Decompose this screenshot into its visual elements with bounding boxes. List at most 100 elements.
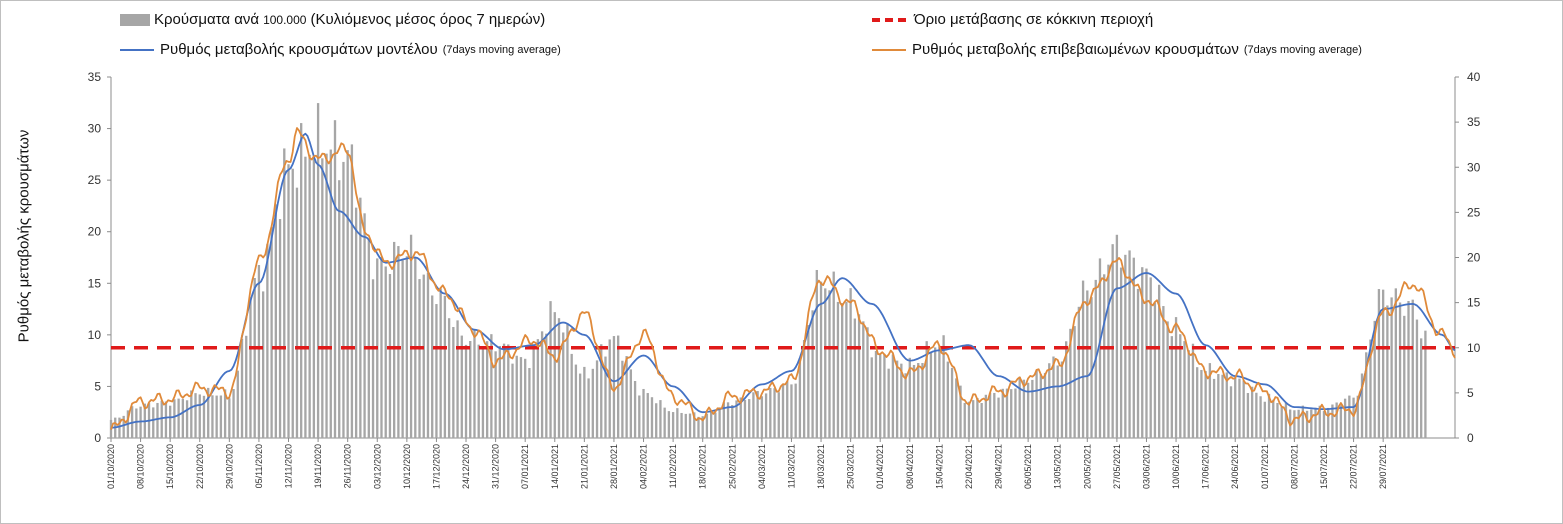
case-bar xyxy=(798,357,802,438)
case-bar xyxy=(667,411,671,438)
case-bar xyxy=(612,336,616,438)
case-bar xyxy=(638,395,641,438)
case-bar xyxy=(1014,388,1017,438)
case-bar xyxy=(371,279,375,438)
case-bar xyxy=(731,405,734,438)
case-bar xyxy=(1221,374,1224,438)
y-right-tick-label: 5 xyxy=(1467,386,1474,400)
case-bar xyxy=(1314,407,1317,438)
case-bar xyxy=(515,355,518,438)
case-bar xyxy=(1166,321,1169,438)
case-bar xyxy=(202,395,206,438)
case-bar xyxy=(245,335,248,438)
case-bar xyxy=(950,367,954,438)
case-bar xyxy=(304,156,307,438)
case-bar xyxy=(726,402,730,438)
case-bar xyxy=(1259,396,1262,438)
case-bar xyxy=(519,357,523,438)
case-bar xyxy=(997,397,1000,438)
case-bar xyxy=(540,331,544,438)
case-bar xyxy=(963,402,966,438)
case-bar xyxy=(1196,367,1199,438)
legend-model-swatch xyxy=(120,48,154,51)
case-bar xyxy=(1056,365,1059,438)
case-bar xyxy=(1381,289,1385,438)
case-bar xyxy=(469,340,472,438)
legend-confirmed: Ρυθμός μεταβολής επιβεβαιωμένων κρουσμάτ… xyxy=(872,41,1362,58)
confirmed-rate-line xyxy=(110,127,1456,430)
case-bar xyxy=(426,272,430,438)
case-bar xyxy=(397,246,400,438)
case-bar xyxy=(287,164,290,438)
case-bar xyxy=(972,400,975,438)
case-bar xyxy=(1077,306,1081,438)
x-tick-label: 03/06/2021 xyxy=(1141,444,1151,489)
x-tick-label: 29/07/2021 xyxy=(1378,444,1388,489)
case-bar xyxy=(663,407,666,438)
case-bar xyxy=(418,279,421,438)
case-bar xyxy=(169,405,172,438)
x-tick-label: 18/03/2021 xyxy=(816,444,826,489)
case-bar xyxy=(270,227,273,438)
x-tick-label: 14/01/2021 xyxy=(550,444,560,489)
case-bar xyxy=(887,368,890,438)
case-bar xyxy=(671,412,675,438)
case-bar xyxy=(781,384,785,438)
case-bar xyxy=(1048,363,1051,438)
case-bar xyxy=(1284,403,1288,438)
case-bar xyxy=(722,402,725,438)
case-bar xyxy=(1293,410,1296,438)
case-bar xyxy=(811,310,814,438)
x-tick-label: 15/04/2021 xyxy=(934,444,944,489)
case-bar xyxy=(1407,301,1410,438)
case-bar xyxy=(1310,409,1313,438)
case-bar xyxy=(528,368,531,438)
case-bar xyxy=(777,392,780,438)
x-tick-label: 22/07/2021 xyxy=(1349,444,1359,489)
legend-confirmed-label: Ρυθμός μεταβολής επιβεβαιωμένων κρουσμάτ… xyxy=(912,41,1239,58)
legend-cases-rest: (Κυλιόμενος μέσος όρος 7 ημερών) xyxy=(310,11,546,28)
case-bar xyxy=(185,400,189,438)
case-bar xyxy=(904,373,907,438)
y-right-tick-label: 15 xyxy=(1467,296,1481,310)
y-left-tick-label: 5 xyxy=(94,379,101,393)
case-bar xyxy=(312,157,316,438)
case-bar xyxy=(181,398,185,438)
x-tick-label: 15/10/2020 xyxy=(165,444,175,489)
x-tick-label: 11/03/2021 xyxy=(786,444,796,488)
case-bar xyxy=(524,358,527,438)
case-bar xyxy=(642,388,645,438)
case-bar xyxy=(883,353,886,438)
case-bar xyxy=(549,301,552,438)
legend-cases: Κρούσματα ανά 100.000 (Κυλιόμενος μέσος … xyxy=(120,11,545,28)
case-bar xyxy=(802,339,806,438)
case-bar xyxy=(566,323,569,438)
case-bar xyxy=(363,213,366,438)
case-bar xyxy=(790,384,793,438)
case-bar xyxy=(1043,372,1047,438)
case-bar xyxy=(257,265,261,438)
case-bar xyxy=(735,400,738,438)
case-bar xyxy=(274,204,277,438)
case-bar xyxy=(1369,339,1372,438)
x-tick-label: 18/02/2021 xyxy=(698,444,708,489)
case-bar xyxy=(693,412,696,438)
y-left-tick-label: 20 xyxy=(88,225,102,239)
case-bar xyxy=(253,278,256,438)
x-tick-label: 17/12/2020 xyxy=(431,444,441,489)
case-bar xyxy=(1250,386,1254,438)
case-bar xyxy=(1090,297,1093,438)
case-bar xyxy=(866,327,869,438)
case-bar xyxy=(118,417,121,438)
case-bar xyxy=(164,401,168,438)
case-bar xyxy=(988,392,992,438)
case-bar xyxy=(249,297,252,438)
case-bar xyxy=(756,391,759,438)
legend-model: Ρυθμός μεταβολής κρουσμάτων μοντέλου (7d… xyxy=(120,41,561,58)
case-bar xyxy=(1204,371,1207,438)
case-bar xyxy=(819,281,823,438)
case-bar xyxy=(1174,317,1178,438)
case-bar xyxy=(1217,374,1220,438)
case-bar xyxy=(1052,356,1055,438)
case-bar xyxy=(422,274,425,438)
